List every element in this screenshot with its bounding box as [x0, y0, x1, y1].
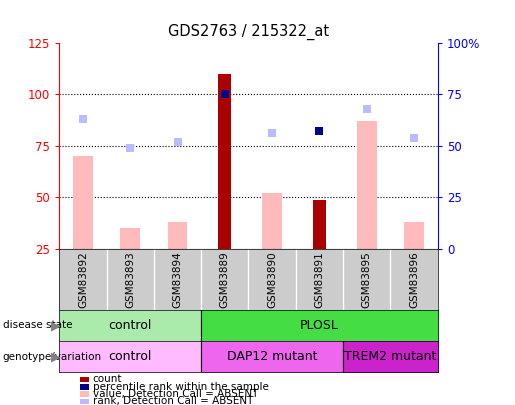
Bar	[121, 228, 140, 249]
Text: genotype/variation: genotype/variation	[3, 352, 101, 362]
Text: value, Detection Call = ABSENT: value, Detection Call = ABSENT	[93, 389, 258, 399]
Text: percentile rank within the sample: percentile rank within the sample	[93, 382, 269, 392]
Text: count: count	[93, 375, 122, 384]
Text: GSM83890: GSM83890	[267, 251, 277, 308]
Text: GSM83896: GSM83896	[409, 251, 419, 308]
Text: ▶: ▶	[51, 350, 60, 363]
Bar	[73, 156, 93, 249]
Bar	[167, 222, 187, 249]
Text: GSM83895: GSM83895	[362, 251, 372, 308]
Bar	[262, 193, 282, 249]
Bar	[218, 74, 231, 249]
Text: GSM83893: GSM83893	[125, 251, 135, 308]
Text: ▶: ▶	[51, 319, 60, 332]
Text: control: control	[109, 350, 152, 363]
Text: control: control	[109, 319, 152, 332]
Text: GSM83891: GSM83891	[315, 251, 324, 308]
Text: GSM83892: GSM83892	[78, 251, 88, 308]
Text: GSM83889: GSM83889	[220, 251, 230, 308]
Text: PLOSL: PLOSL	[300, 319, 339, 332]
Text: disease state: disease state	[3, 320, 72, 330]
Bar	[357, 121, 376, 249]
Text: TREM2 mutant: TREM2 mutant	[344, 350, 437, 363]
Bar	[404, 222, 424, 249]
Text: DAP12 mutant: DAP12 mutant	[227, 350, 317, 363]
Title: GDS2763 / 215322_at: GDS2763 / 215322_at	[168, 23, 329, 40]
Text: rank, Detection Call = ABSENT: rank, Detection Call = ABSENT	[93, 396, 253, 405]
Text: GSM83894: GSM83894	[173, 251, 182, 308]
Bar	[313, 200, 326, 249]
